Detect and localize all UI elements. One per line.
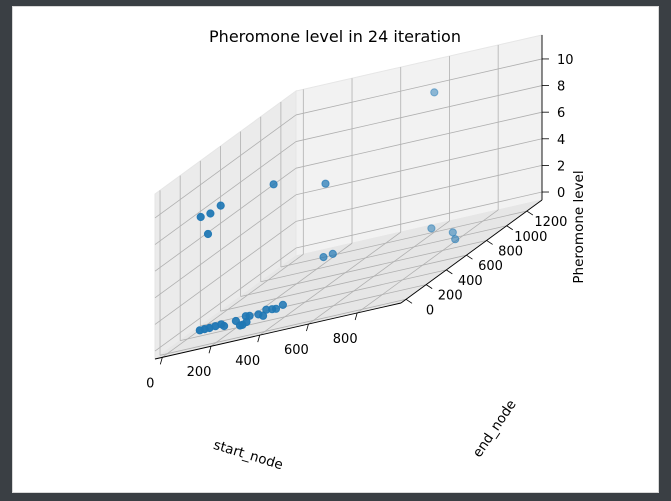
grid-z-left	[154, 141, 297, 245]
scatter3d-chart: Pheromone level in 24 iteration 02004006…	[146, 27, 587, 473]
grid-x-floor	[356, 209, 499, 314]
grid-z-back	[295, 58, 543, 116]
y-axis-line	[400, 199, 543, 304]
y-tick-label: 1200	[534, 215, 567, 230]
scatter-point	[319, 253, 328, 262]
y-tick-mark	[486, 240, 493, 245]
grid-z-back	[295, 85, 543, 142]
scatter-point	[427, 224, 436, 233]
grid-z-back	[295, 191, 543, 249]
grid-x-floor	[162, 254, 304, 358]
grid-z-back	[295, 138, 543, 196]
scatter-point	[430, 88, 439, 97]
y-axis-label: end_node	[470, 397, 520, 461]
grid-y-floor	[159, 298, 407, 356]
y-tick-mark	[405, 298, 413, 304]
grid-z-left	[154, 194, 297, 299]
y-tick-mark	[466, 254, 473, 260]
scatter-point	[195, 326, 204, 335]
scatter-point	[235, 321, 245, 330]
z-tick-label: 8	[557, 80, 565, 95]
scatter-point	[448, 228, 457, 237]
x-tick-mark	[306, 323, 309, 332]
grid-z-left	[154, 221, 297, 325]
z-tick-label: 4	[557, 133, 565, 148]
grid-x-floor	[259, 231, 401, 336]
z-axis-label: Pheromone level	[571, 170, 587, 283]
figure-frame: Pheromone level in 24 iteration 0 200 400 6…	[12, 6, 659, 493]
axis-panes	[154, 34, 543, 360]
grid-x-floor	[308, 220, 450, 325]
scatter-point	[259, 311, 268, 320]
y-tick-label: 200	[438, 289, 463, 304]
y-tick-mark	[425, 284, 433, 289]
chart-title: Pheromone level in 24 iteration	[209, 27, 461, 46]
data-points	[195, 88, 460, 335]
y-tick-mark	[446, 269, 453, 275]
scatter-point	[196, 212, 205, 222]
grid-y-floor	[180, 284, 427, 341]
tick-labels: 0200400600800020040060080010001200024681…	[146, 53, 573, 391]
grid-y-floor	[200, 269, 447, 327]
z-tick-label: 10	[557, 53, 574, 68]
scatter-point	[451, 235, 460, 244]
scatter-point	[203, 229, 213, 239]
scatter-point	[220, 321, 229, 331]
y-tick-label: 600	[478, 259, 503, 274]
scatter-point	[206, 209, 215, 218]
y-tick-label: 0	[426, 303, 434, 318]
x-tick-label: 400	[235, 354, 260, 369]
z-tick-label: 6	[557, 106, 565, 121]
x-axis-label: start_node	[211, 437, 284, 473]
x-tick-label: 0	[146, 376, 154, 391]
x-tick-label: 600	[284, 343, 309, 358]
x-tick-mark	[257, 335, 261, 343]
grid-z-left	[154, 247, 297, 352]
scatter-point	[269, 180, 278, 189]
grid-y-floor	[240, 240, 487, 297]
x-tick-mark	[159, 357, 163, 365]
grid-z-back	[295, 165, 543, 222]
scatter-point	[278, 300, 287, 309]
grid-x-floor	[210, 242, 353, 347]
x-tick-mark	[354, 312, 358, 321]
y-tick-label: 400	[458, 274, 483, 289]
y-tick-mark	[506, 225, 513, 231]
x-tick-label: 200	[187, 365, 212, 380]
x-axis-line	[154, 302, 402, 360]
scatter-point	[216, 201, 225, 210]
z-tick-label: 0	[557, 186, 565, 201]
grid-y-floor	[260, 225, 507, 283]
x-tick-mark	[208, 346, 212, 354]
scatter-point	[328, 249, 337, 258]
x-tick-label: 800	[333, 332, 358, 347]
grid-y-floor	[220, 254, 467, 312]
scatter-point	[321, 179, 330, 188]
y-tick-mark	[526, 210, 534, 216]
y-tick-label: 800	[498, 245, 523, 260]
axis-lines	[154, 35, 543, 360]
y-tick-label: 1000	[514, 230, 547, 245]
grid-z-left	[154, 114, 297, 219]
z-tick-label: 2	[557, 159, 565, 174]
grid-z-back	[295, 111, 543, 169]
